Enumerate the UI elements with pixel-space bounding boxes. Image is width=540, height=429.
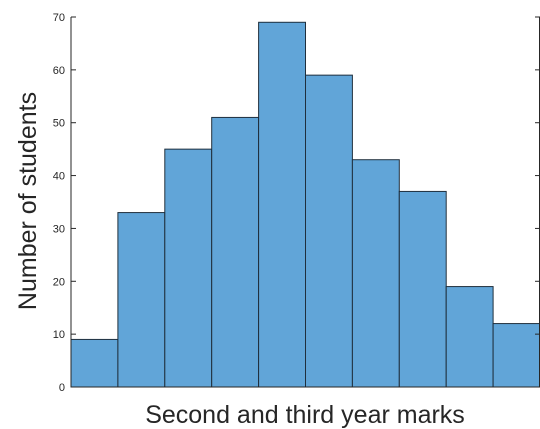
bars-group xyxy=(70,21,540,388)
y-tick-label: 60 xyxy=(53,65,65,77)
histogram-bar xyxy=(398,190,447,388)
y-tick-label: 50 xyxy=(53,118,65,130)
y-tick-label: 0 xyxy=(59,382,65,394)
y-tick-label: 70 xyxy=(53,12,65,24)
histogram-bar xyxy=(70,338,119,388)
histogram-bar xyxy=(211,116,260,388)
y-tick-label: 10 xyxy=(53,329,65,341)
histogram-bar xyxy=(305,74,353,388)
histogram-bar xyxy=(258,21,307,388)
y-tick-label: 20 xyxy=(53,276,65,288)
y-tick-label: 30 xyxy=(53,223,65,235)
histogram-bar xyxy=(351,159,400,388)
x-axis-title: Second and third year marks xyxy=(145,401,465,429)
y-tick-label: 40 xyxy=(53,171,65,183)
histogram-bar xyxy=(117,212,166,388)
histogram-bar xyxy=(164,148,213,388)
y-ticks-group: 0 10 20 30 40 50 60 70 xyxy=(53,12,540,394)
histogram-bar xyxy=(445,286,494,388)
y-axis-title: Number of students xyxy=(14,92,42,310)
histogram-bar xyxy=(492,323,540,388)
